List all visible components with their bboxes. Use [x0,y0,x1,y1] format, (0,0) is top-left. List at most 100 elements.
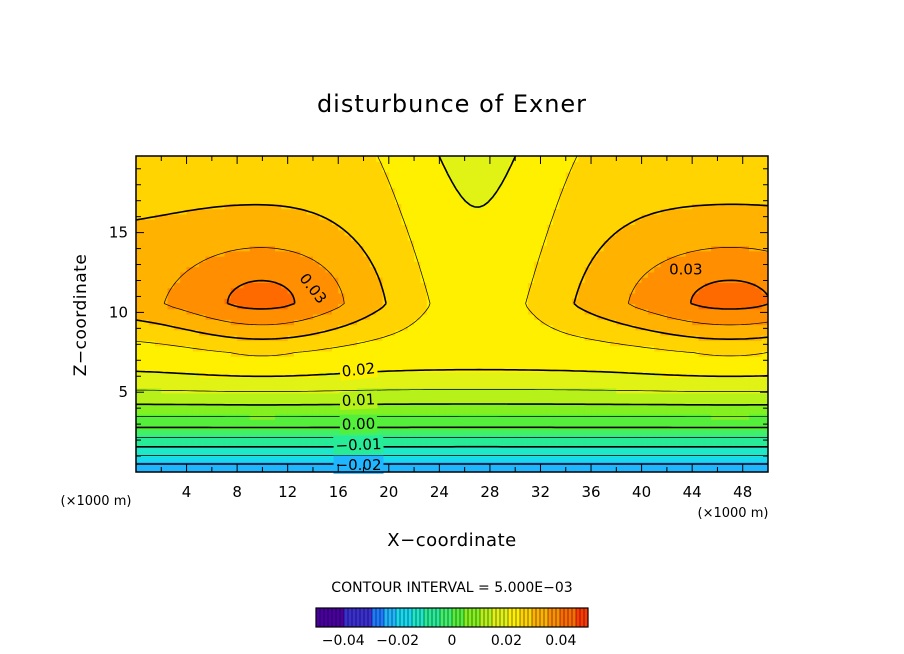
colorbar-cell [480,608,485,627]
colorbar-cell [492,608,497,627]
contour-label-bg [338,358,379,381]
colorbar-cell [456,608,461,627]
contour-label-bg [294,268,332,309]
y-tick-label: 5 [118,383,128,401]
contour-line [136,156,768,357]
contour-line [163,247,768,326]
contour-label: 0.01 [339,390,378,411]
colorbar-cell [340,608,345,627]
x-unit-left: (×1000 m) [61,494,132,509]
chart-title: disturbunce of Exner [317,90,587,118]
colorbar-cell [488,608,493,627]
contour-label-text: 0.02 [341,359,376,380]
x-tick-label: 48 [733,483,752,501]
colorbar-cell [504,608,509,627]
contour-label-text: −0.01 [335,435,382,455]
colorbar-cell [392,608,397,627]
colorbar-cell [372,608,377,627]
colorbar-frame [315,607,589,628]
colorbar-cell [424,608,429,627]
colorbar-cell [508,608,513,627]
colorbar-cell [360,608,365,627]
colorbar-cell [464,608,469,627]
colorbar-cell [484,608,489,627]
colorbar-cell [320,608,325,627]
contour-labels: 0.030.030.020.010.00−0.01−0.02 [294,260,705,474]
colorbar-cell [348,608,353,627]
filled-contour-field [136,156,768,472]
contour-label-text: 0.00 [341,415,375,434]
x-tick-label: 16 [329,483,348,501]
colorbar-cell [516,608,521,627]
colorbar-cell [576,608,581,627]
colorbar-cell [524,608,529,627]
contour-label: −0.01 [333,435,384,455]
colorbar-label: −0.02 [376,633,419,649]
x-tick-label: 20 [379,483,398,501]
contour-interval-text: CONTOUR INTERVAL = 5.000E−03 [331,580,572,596]
colorbar-cell [344,608,349,627]
contour-label: 0.02 [338,358,379,381]
colorbar-cell [584,608,589,627]
colorbar-cell [568,608,573,627]
colorbar-cell [448,608,453,627]
colorbar [315,607,589,628]
colorbar-cell [440,608,445,627]
colorbar-cell [368,608,373,627]
colorbar-cell [572,608,577,627]
contour-label-bg [339,390,378,411]
contour-label: −0.02 [333,455,384,474]
x-tick-label: 8 [232,483,242,501]
colorbar-labels: −0.04 −0.02 0 0.02 0.04 [322,633,577,649]
colorbar-cell [468,608,473,627]
colorbar-cell [396,608,401,627]
colorbar-cell [544,608,549,627]
colorbar-cell [352,608,357,627]
colorbar-cell [496,608,501,627]
colorbar-cell [452,608,457,627]
x-tick-label: 40 [632,483,651,501]
colorbar-cell [356,608,361,627]
colorbar-cell [324,608,329,627]
contour-line [136,389,768,392]
colorbar-cell [556,608,561,627]
colorbar-cell [512,608,517,627]
contour-label: 0.00 [339,414,378,434]
contour-label-bg [339,414,378,434]
x-tick-label: 32 [531,483,550,501]
colorbar-cell [388,608,393,627]
colorbar-label: 0.04 [545,633,576,649]
colorbar-cell [436,608,441,627]
x-unit-right: (×1000 m) [698,506,769,521]
contour-line [136,403,768,406]
colorbar-cell [520,608,525,627]
x-tick-label: 28 [480,483,499,501]
colorbar-cell [428,608,433,627]
contour-label-bg [333,455,384,474]
colorbar-cell [532,608,537,627]
x-tick-label: 4 [182,483,192,501]
colorbar-cell [404,608,409,627]
colorbar-cell [408,608,413,627]
contour-label-text: 0.03 [669,260,702,278]
colorbar-cell [560,608,565,627]
colorbar-cell [316,608,321,627]
colorbar-cell [548,608,553,627]
colorbar-cell [336,608,341,627]
colorbar-cell [500,608,505,627]
contour-label-text: 0.01 [341,390,375,410]
colorbar-cell [552,608,557,627]
colorbar-cell [332,608,337,627]
contour-label-bg [667,260,705,279]
contour-line [136,203,768,340]
x-tick-label: 24 [430,483,449,501]
x-tick-label: 36 [581,483,600,501]
plot-frame [135,155,769,473]
colorbar-cell [380,608,385,627]
y-axis-label: Z−coordinate [71,254,91,377]
colorbar-cell [460,608,465,627]
colorbar-cell [444,608,449,627]
colorbar-cell [528,608,533,627]
